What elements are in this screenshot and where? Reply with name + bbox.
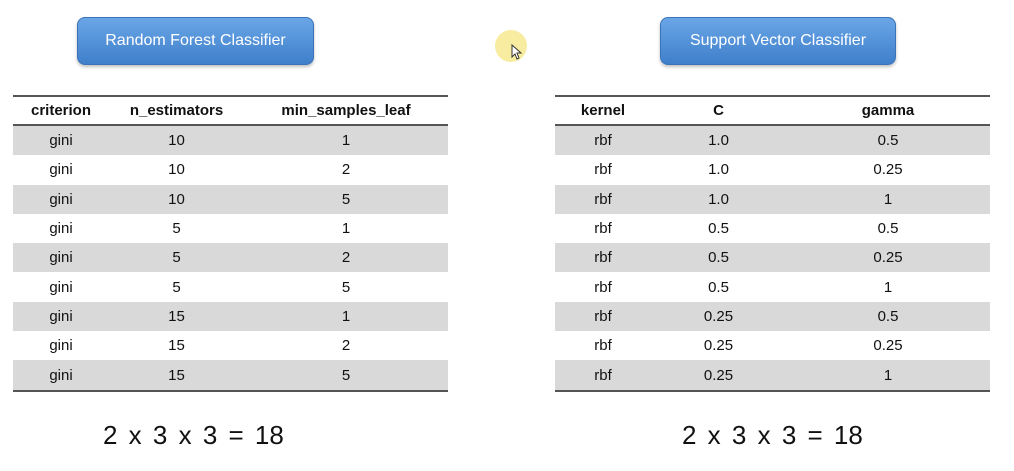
table-cell: gini (49, 278, 73, 296)
table-cell: 0.25 (873, 337, 903, 355)
table-cell: 0.5 (786, 301, 990, 332)
table-cell: 2 (341, 161, 351, 179)
table-row: gini 15 2 (13, 331, 448, 360)
table-row: gini 15 1 (13, 301, 448, 332)
table-row: rbf 0.25 1 (555, 360, 990, 392)
table-row: gini 10 1 (13, 125, 448, 156)
column-header: C (651, 95, 786, 126)
table-cell: 10 (109, 184, 244, 214)
table-cell: gini (13, 301, 109, 332)
table-row: rbf 0.5 0.25 (555, 243, 990, 273)
svc-param-table: kernel C gamma rbf 1.0 0.5 rbf 1.0 0.25 … (555, 95, 990, 392)
column-header: gamma (786, 95, 990, 126)
column-header: kernel (555, 95, 651, 126)
table-cell: gini (49, 337, 73, 355)
table-cell: rbf (594, 161, 612, 179)
table-header-row: criterion n_estimators min_samples_leaf (13, 95, 448, 126)
table-cell: gini (13, 184, 109, 214)
column-header: criterion (13, 95, 109, 126)
column-header: min_samples_leaf (244, 95, 448, 126)
table-cell: 1 (786, 184, 990, 214)
table-cell: 5 (244, 184, 448, 214)
table-cell: 1 (341, 220, 351, 238)
table-cell: 5 (172, 278, 181, 296)
combination-count-formula: 2 x 3 x 3 = 18 (103, 420, 284, 450)
table-cell: gini (13, 360, 109, 392)
table-cell: rbf (594, 220, 612, 238)
table-cell: rbf (555, 125, 651, 156)
table-cell: 10 (109, 125, 244, 156)
table-cell: 5 (244, 360, 448, 392)
table-cell: rbf (555, 360, 651, 392)
table-cell: 0.5 (708, 220, 729, 238)
table-row: rbf 0.25 0.5 (555, 301, 990, 332)
table-cell: 1 (883, 278, 893, 296)
table-cell: rbf (555, 184, 651, 214)
table-header-row: kernel C gamma (555, 95, 990, 126)
table-cell: 0.5 (786, 125, 990, 156)
combination-count-formula: 2 x 3 x 3 = 18 (682, 420, 863, 450)
table-row: gini 10 2 (13, 155, 448, 184)
table-row: rbf 0.5 0.5 (555, 214, 990, 243)
table-cell: rbf (555, 243, 651, 273)
table-row: rbf 1.0 0.5 (555, 125, 990, 156)
column-header: n_estimators (109, 95, 244, 126)
table-cell: 1.0 (651, 184, 786, 214)
table-cell: 5 (109, 243, 244, 273)
table-cell: 2 (244, 243, 448, 273)
table-cell: 15 (168, 337, 185, 355)
table-cell: 0.25 (873, 161, 903, 179)
table-row: gini 5 1 (13, 214, 448, 243)
table-cell: 10 (168, 161, 185, 179)
table-cell: 0.25 (651, 301, 786, 332)
table-cell: 1 (786, 360, 990, 392)
table-row: rbf 1.0 0.25 (555, 155, 990, 184)
table-cell: 0.5 (708, 278, 729, 296)
table-cell: 0.25 (786, 243, 990, 273)
support-vector-classifier-button[interactable]: Support Vector Classifier (660, 17, 896, 65)
table-cell: gini (49, 220, 73, 238)
table-row: gini 5 5 (13, 272, 448, 301)
table-cell: 0.25 (651, 360, 786, 392)
table-row: rbf 0.25 0.25 (555, 331, 990, 360)
table-cell: 0.5 (877, 220, 899, 238)
table-cell: gini (13, 125, 109, 156)
table-row: gini 10 5 (13, 184, 448, 214)
table-cell: 2 (341, 337, 351, 355)
random-forest-param-table: criterion n_estimators min_samples_leaf … (13, 95, 448, 392)
table-cell: 1.0 (708, 161, 729, 179)
table-cell: 0.25 (703, 337, 734, 355)
table-cell: rbf (594, 337, 612, 355)
random-forest-classifier-button[interactable]: Random Forest Classifier (77, 17, 314, 65)
table-cell: gini (49, 161, 73, 179)
table-cell: rbf (555, 301, 651, 332)
table-row: rbf 1.0 1 (555, 184, 990, 214)
table-cell: 15 (109, 301, 244, 332)
table-row: rbf 0.5 1 (555, 272, 990, 301)
table-cell: 5 (172, 220, 181, 238)
cursor-highlight (495, 30, 527, 62)
table-cell: 1 (244, 301, 448, 332)
table-cell: gini (13, 243, 109, 273)
table-row: gini 5 2 (13, 243, 448, 273)
table-cell: rbf (594, 278, 612, 296)
table-cell: 5 (341, 278, 351, 296)
table-cell: 1.0 (651, 125, 786, 156)
table-cell: 1 (244, 125, 448, 156)
table-cell: 15 (109, 360, 244, 392)
table-cell: 0.5 (651, 243, 786, 273)
table-row: gini 15 5 (13, 360, 448, 392)
